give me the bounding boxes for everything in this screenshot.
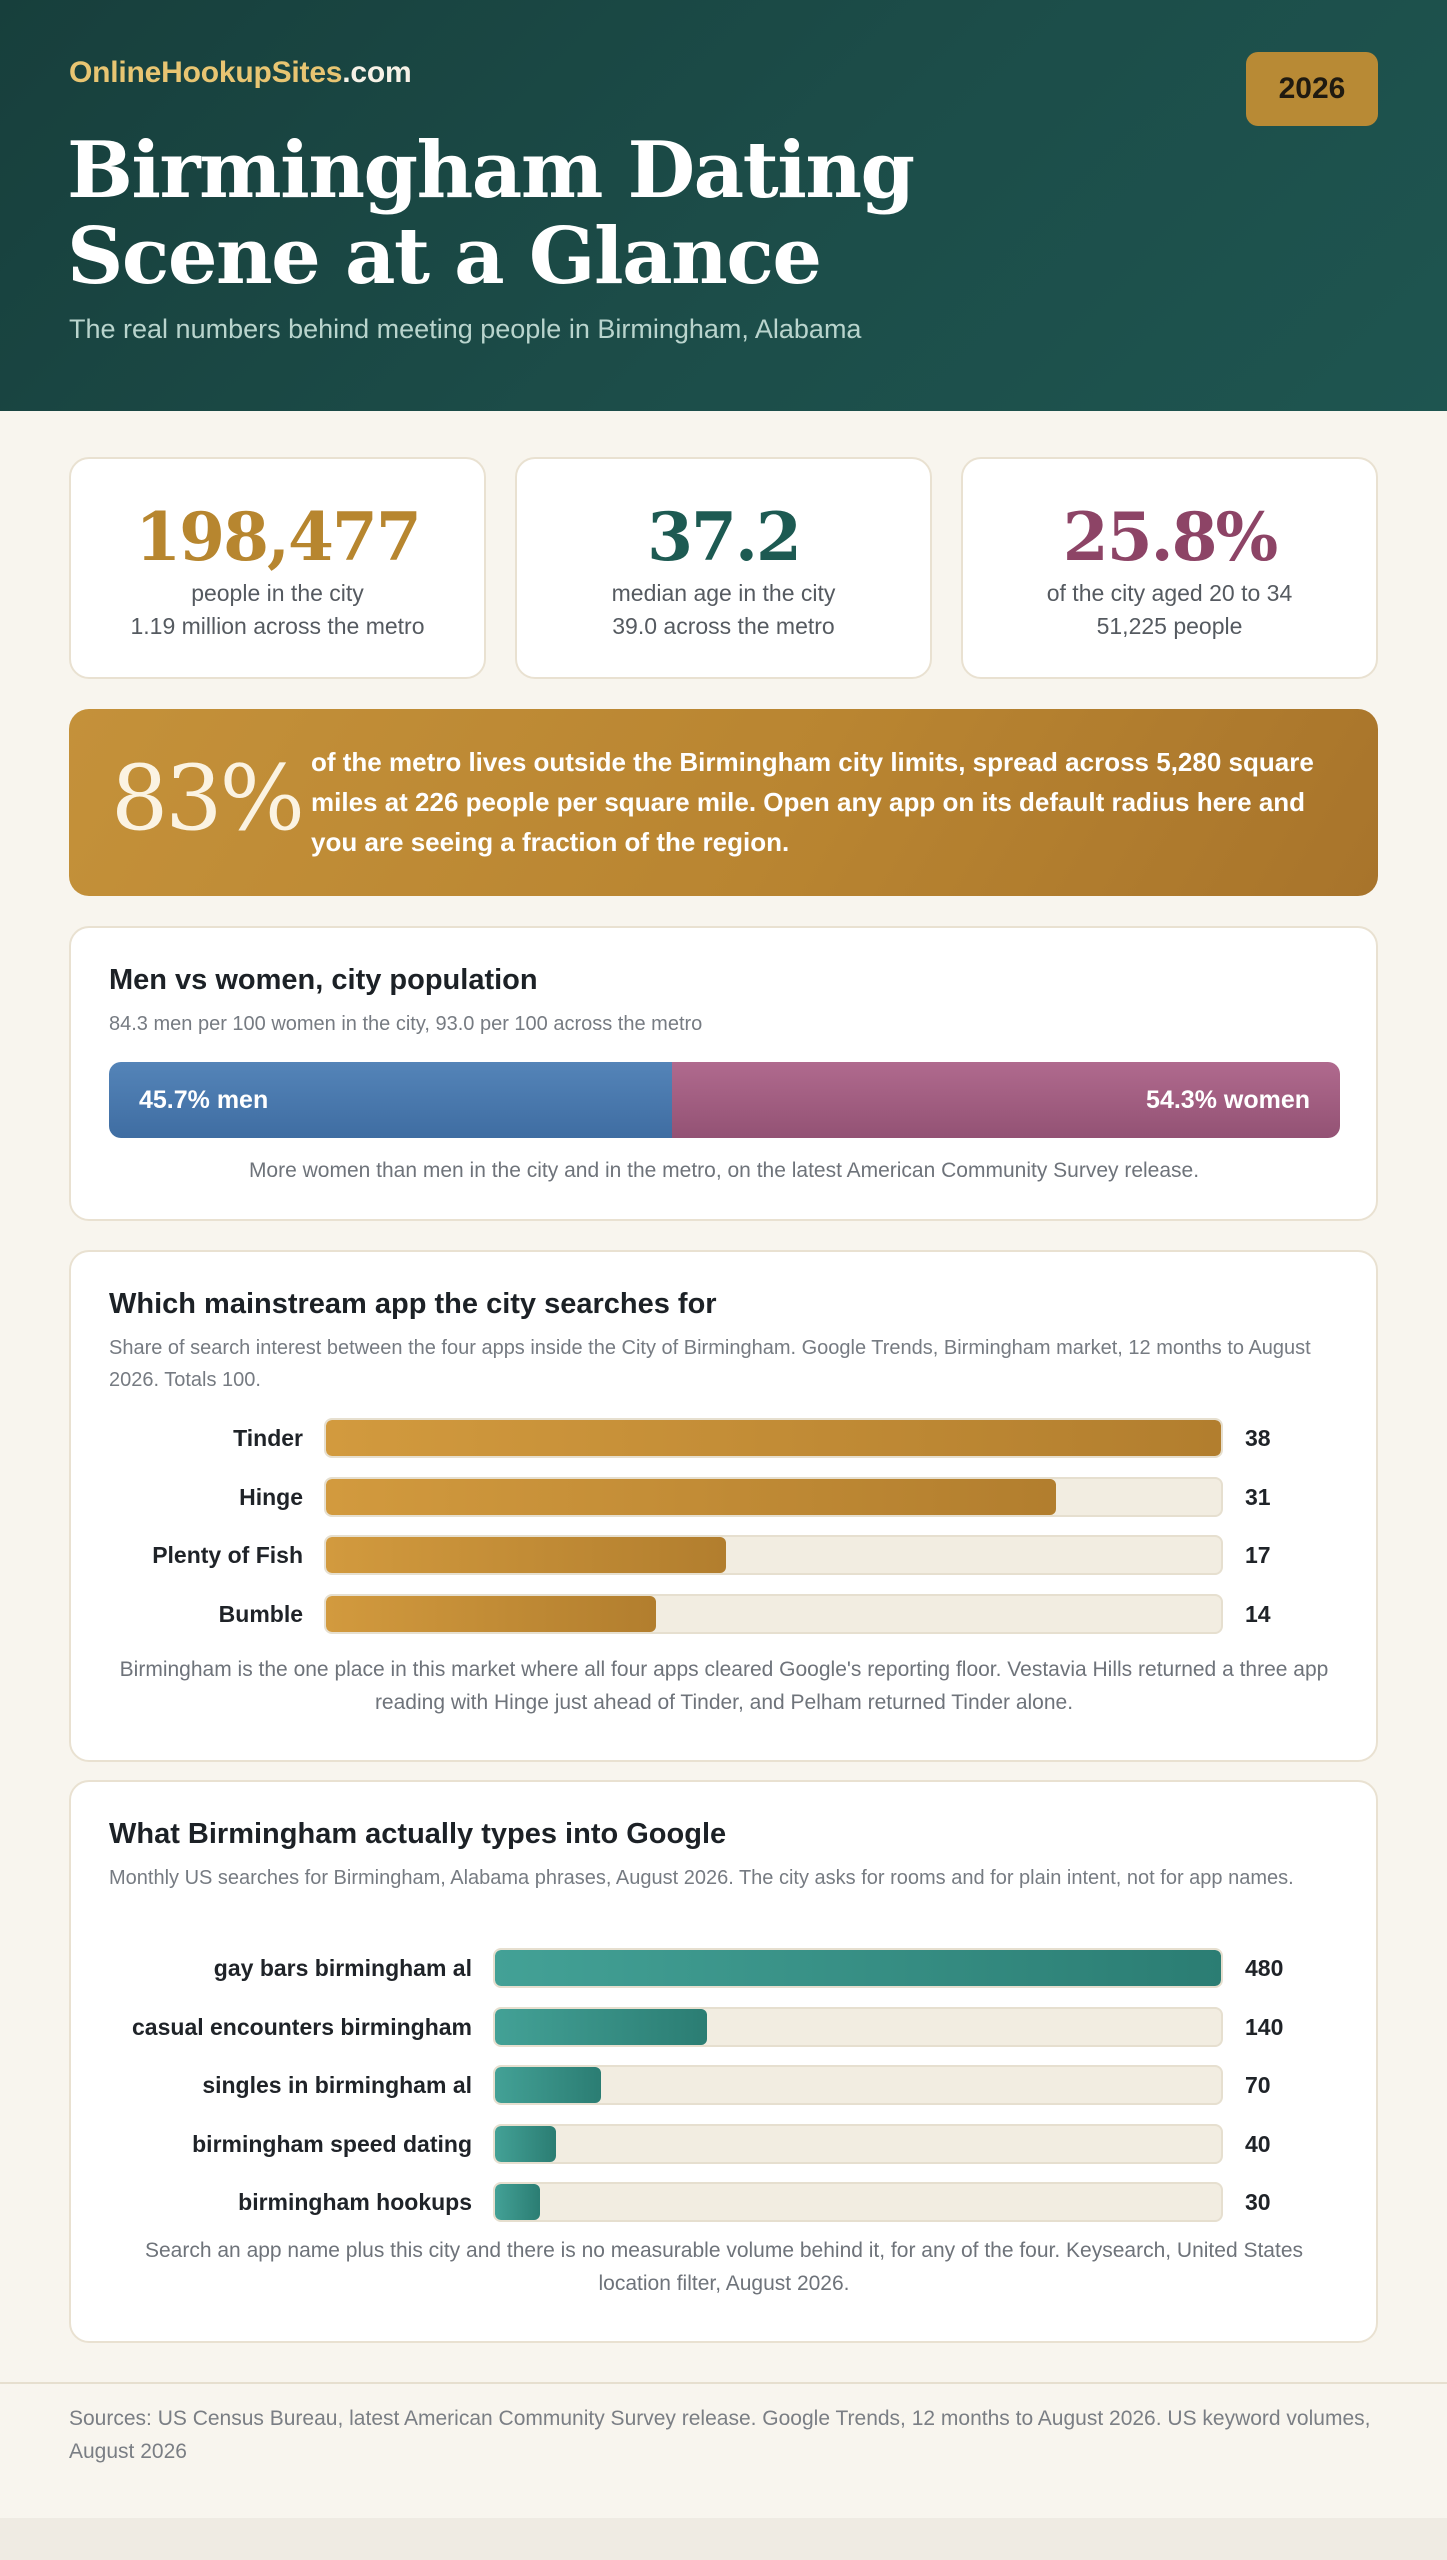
title-line-2: Scene at a Glance xyxy=(67,211,822,302)
sources-text: Sources: US Census Bureau, latest Americ… xyxy=(69,2407,1371,2463)
gender-chart-title: Men vs women, city population xyxy=(109,964,538,996)
bar xyxy=(495,1950,1221,1986)
stat-value: 37.2 xyxy=(647,498,802,576)
bar-label: Hinge xyxy=(239,1483,303,1510)
year-badge: 2026 xyxy=(1246,52,1378,126)
bar-value-label: 38 xyxy=(1245,1425,1271,1451)
bar-value-label: 30 xyxy=(1245,2189,1271,2215)
page-title: Birmingham Dating Scene at a Glance xyxy=(67,128,967,300)
gender-panel: Men vs women, city population 84.3 men p… xyxy=(69,926,1378,1221)
keyword-panel: What Birmingham actually types into Goog… xyxy=(69,1780,1378,2343)
stat-detail: 1.19 million across the metro xyxy=(130,613,425,639)
bar xyxy=(495,2184,541,2220)
footer xyxy=(0,2384,1447,2518)
bar-track xyxy=(324,1593,1223,1634)
stat-card-population: 198,477 people in the city 1.19 million … xyxy=(69,457,486,679)
header-banner: OnlineHookupSites.com 2026 Birmingham Da… xyxy=(0,0,1447,411)
brand-domain: .com xyxy=(342,56,412,89)
brand-logo[interactable]: OnlineHookupSites.com xyxy=(69,56,412,90)
bar-label: Plenty of Fish xyxy=(152,1542,303,1568)
bar xyxy=(495,2067,601,2103)
keyword-chart-subtitle: Monthly US searches for Birmingham, Alab… xyxy=(109,1867,1294,1889)
bar-label: casual encounters birmingham xyxy=(132,2013,472,2040)
bar-label: Bumble xyxy=(218,1600,303,1627)
bar xyxy=(326,1420,1221,1456)
bar-value-label: 480 xyxy=(1245,1955,1284,1981)
stat-label: median age in the city xyxy=(611,580,836,606)
bar-label: birmingham speed dating xyxy=(192,2130,472,2157)
bar xyxy=(495,2125,556,2162)
callout-text: of the metro lives outside the Birmingha… xyxy=(311,747,1314,857)
gender-bar-women: 54.3% women xyxy=(671,1062,1340,1138)
page-subtitle: The real numbers behind meeting people i… xyxy=(69,314,862,344)
bar-track xyxy=(493,2182,1223,2222)
metro-callout: 83% of the metro lives outside the Birmi… xyxy=(69,709,1378,896)
bar-track xyxy=(493,1948,1223,1988)
stat-label: of the city aged 20 to 34 xyxy=(1046,580,1293,606)
bar-value-label: 40 xyxy=(1245,2130,1271,2157)
app-chart-title: Which mainstream app the city searches f… xyxy=(109,1288,717,1320)
app-search-panel: Which mainstream app the city searches f… xyxy=(69,1250,1378,1762)
bar-track xyxy=(493,2065,1223,2105)
footer-divider xyxy=(0,2382,1447,2384)
stat-detail: 51,225 people xyxy=(1096,613,1243,639)
bar-track xyxy=(324,1535,1223,1575)
bar-track xyxy=(324,1476,1223,1517)
keyword-chart-note: Search an app name plus this city and th… xyxy=(145,2239,1303,2295)
bar-value-label: 14 xyxy=(1245,1600,1271,1627)
bar xyxy=(326,1537,727,1573)
bar-value-label: 70 xyxy=(1245,2072,1271,2098)
bar-value-label: 17 xyxy=(1245,1542,1271,1568)
gender-split-bar: 45.7% men 54.3% women xyxy=(109,1062,1340,1138)
stat-card-age-share: 25.8% of the city aged 20 to 34 51,225 p… xyxy=(961,457,1378,679)
gender-chart-note: More women than men in the city and in t… xyxy=(248,1159,1200,1182)
bar-track xyxy=(493,2006,1223,2047)
app-chart-note: Birmingham is the one place in this mark… xyxy=(119,1658,1329,1714)
bar-value-label: 31 xyxy=(1245,1483,1271,1510)
bar-value-label: 140 xyxy=(1245,2013,1284,2040)
bar-label: birmingham hookups xyxy=(238,2189,472,2215)
bar-label: gay bars birmingham al xyxy=(213,1955,472,1981)
keyword-chart-title: What Birmingham actually types into Goog… xyxy=(109,1818,727,1850)
app-chart-subtitle: Share of search interest between the fou… xyxy=(109,1337,1311,1391)
gender-bar-men: 45.7% men xyxy=(109,1062,672,1138)
bar-label: singles in birmingham al xyxy=(202,2072,472,2098)
stat-value: 198,477 xyxy=(135,498,422,576)
bar xyxy=(495,2008,707,2045)
gender-chart-subtitle: 84.3 men per 100 women in the city, 93.0… xyxy=(109,1013,703,1035)
main-content: 198,477 people in the city 1.19 million … xyxy=(0,411,1447,2382)
title-line-1: Birmingham Dating xyxy=(67,125,915,216)
bar-label: Tinder xyxy=(233,1425,303,1451)
stat-card-median-age: 37.2 median age in the city 39.0 across … xyxy=(515,457,932,679)
stat-value: 25.8% xyxy=(1062,498,1278,576)
bar xyxy=(326,1478,1057,1515)
bar-track xyxy=(493,2123,1223,2164)
brand-name: OnlineHookupSites xyxy=(69,56,343,89)
callout-value: 83% xyxy=(111,746,305,851)
bar-track xyxy=(324,1418,1223,1458)
stat-label: people in the city xyxy=(191,580,364,606)
bar xyxy=(326,1595,656,1632)
stat-detail: 39.0 across the metro xyxy=(612,613,835,639)
